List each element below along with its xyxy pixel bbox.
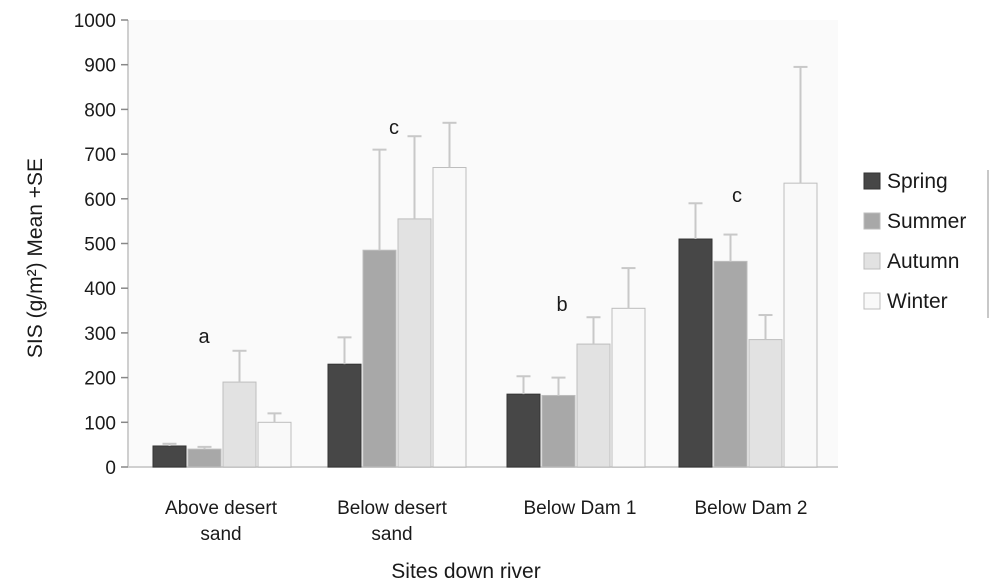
legend-label: Autumn xyxy=(887,250,959,273)
bar-autumn xyxy=(748,339,783,468)
legend-swatch-summer xyxy=(863,212,881,230)
x-category-label: sand xyxy=(371,524,412,545)
bar-winter xyxy=(432,167,467,468)
bar-spring xyxy=(327,363,362,468)
x-axis-categories: Above desert sand Below desert sand Below Da… xyxy=(165,498,807,545)
y-axis: 0 100 200 300 400 500 600 700 800 900 1000 xyxy=(74,11,129,479)
bar-summer xyxy=(362,249,397,468)
x-category-label: sand xyxy=(200,524,241,545)
bar-spring xyxy=(152,445,187,468)
x-category-label: Below Dam 2 xyxy=(695,498,808,519)
bar-autumn xyxy=(222,381,257,468)
y-tick-label: 400 xyxy=(84,279,116,300)
y-tick-label: 700 xyxy=(84,145,116,166)
legend: Spring Summer Autumn Winter xyxy=(863,170,989,318)
x-category-label: Above desert xyxy=(165,498,278,519)
x-category-label: Below desert xyxy=(337,498,448,519)
x-category-label: Below Dam 1 xyxy=(524,498,637,519)
error-bars xyxy=(162,65,808,450)
bar-winter xyxy=(783,182,818,468)
significance-letter: b xyxy=(556,294,567,316)
bar-summer xyxy=(187,448,222,468)
y-tick-label: 0 xyxy=(105,458,116,479)
y-tick-label: 600 xyxy=(84,190,116,211)
y-tick-label: 800 xyxy=(84,100,116,121)
y-axis-title: SIS (g/m²) Mean +SE xyxy=(24,158,47,358)
legend-label: Spring xyxy=(887,170,948,193)
y-tick-label: 900 xyxy=(84,56,116,77)
significance-letter: a xyxy=(198,326,210,348)
bar-summer xyxy=(713,260,748,468)
y-tick-label: 100 xyxy=(84,413,116,434)
significance-letters: a c b c xyxy=(198,117,742,348)
bar-spring xyxy=(506,393,541,468)
y-tick-label: 1000 xyxy=(74,11,116,32)
bar-winter xyxy=(257,421,292,468)
x-axis-title: Sites down river xyxy=(391,560,540,583)
bar-summer xyxy=(541,394,576,468)
bar-autumn xyxy=(576,343,611,468)
y-tick-label: 200 xyxy=(84,369,116,390)
legend-swatch-autumn xyxy=(863,252,881,270)
legend-swatch-spring xyxy=(863,172,881,190)
legend-swatch-winter xyxy=(863,292,881,310)
legend-label: Summer xyxy=(887,210,966,233)
bar-winter xyxy=(611,307,646,468)
bar-spring xyxy=(678,238,713,468)
y-tick-label: 500 xyxy=(84,235,116,256)
legend-label: Winter xyxy=(887,290,948,313)
significance-letter: c xyxy=(732,185,742,207)
bar-autumn xyxy=(397,218,432,468)
y-tick-label: 300 xyxy=(84,324,116,345)
significance-letter: c xyxy=(389,117,399,139)
